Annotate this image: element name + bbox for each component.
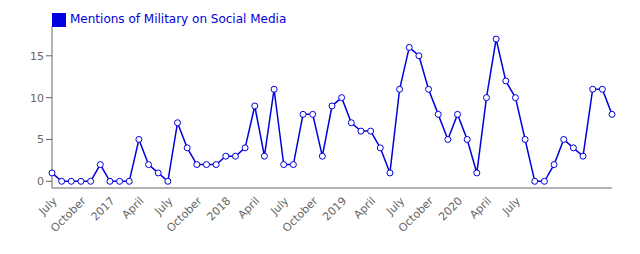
- svg-text:15: 15: [30, 50, 44, 63]
- svg-text:10: 10: [30, 92, 44, 105]
- svg-text:July: July: [267, 194, 291, 218]
- svg-text:2018: 2018: [204, 194, 233, 223]
- svg-text:October: October: [396, 194, 437, 235]
- svg-text:July: July: [152, 194, 176, 218]
- svg-text:April: April: [235, 194, 262, 221]
- svg-text:July: July: [499, 194, 523, 218]
- svg-text:2017: 2017: [89, 194, 118, 223]
- svg-text:April: April: [467, 194, 494, 221]
- html-text:Mentions of Military on Social: Mentions of Military on Social Media: [70, 12, 287, 26]
- svg-text:April: April: [351, 194, 378, 221]
- svg-text:April: April: [120, 194, 147, 221]
- svg-text:October: October: [48, 194, 89, 235]
- svg-text:October: October: [164, 194, 205, 235]
- svg-text:July: July: [383, 194, 407, 218]
- svg-text:0: 0: [37, 175, 44, 188]
- svg-text:July: July: [36, 194, 60, 218]
- svg-text:October: October: [280, 194, 321, 235]
- svg-text:2020: 2020: [436, 194, 465, 223]
- svg-text:5: 5: [37, 133, 44, 146]
- svg-text:2019: 2019: [320, 194, 349, 223]
